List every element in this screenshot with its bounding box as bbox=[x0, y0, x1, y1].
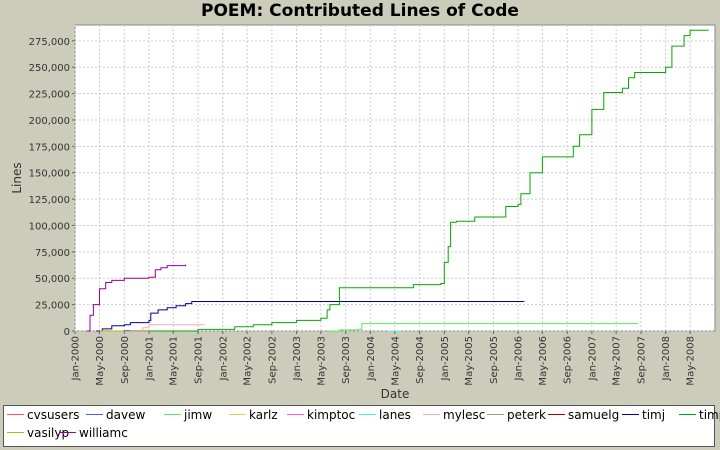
x-tick-label: May-2001 bbox=[169, 336, 180, 386]
legend: cvsusers davew jimw karlz kimptoc lanes mylesc… bbox=[3, 405, 720, 447]
legend-item-davew: davew bbox=[86, 408, 145, 422]
x-tick-label: Jan-2000 bbox=[71, 336, 82, 381]
x-tick-label: Sep-2003 bbox=[341, 336, 352, 384]
y-tick-label: 125,000 bbox=[29, 195, 70, 206]
legend-item-peterk: peterk bbox=[487, 408, 546, 422]
legend-label: vasilyp bbox=[27, 426, 70, 440]
x-axis-label: Date bbox=[381, 387, 410, 401]
x-tick-label: May-2000 bbox=[95, 336, 106, 386]
line-chart: 0 25,000 50,000 75,000 100,000 125,000 150,000… bbox=[10, 24, 716, 401]
series-line-jimw bbox=[327, 323, 639, 332]
x-tick-label: Jan-2005 bbox=[440, 336, 451, 381]
legend-label: kimptoc bbox=[307, 408, 356, 422]
y-tick-label: 50,000 bbox=[35, 274, 70, 285]
legend-item-cvsusers: cvsusers bbox=[7, 408, 79, 422]
legend-item-jimw: jimw bbox=[164, 408, 212, 422]
x-tick-label: Sep-2006 bbox=[563, 336, 574, 384]
legend-swatch bbox=[164, 414, 181, 415]
x-tick-label: May-2003 bbox=[316, 336, 327, 386]
y-axis-label: Lines bbox=[10, 162, 24, 193]
x-tick-label: Sep-2001 bbox=[194, 336, 205, 384]
y-tick-label: 275,000 bbox=[29, 37, 70, 48]
legend-item-karlz: karlz bbox=[229, 408, 278, 422]
legend-swatch bbox=[287, 414, 304, 415]
legend-label: davew bbox=[106, 408, 146, 422]
legend-label: jimw bbox=[184, 408, 213, 422]
x-tick-label: Jan-2003 bbox=[292, 336, 303, 381]
series-line-williamc bbox=[87, 264, 187, 332]
legend-swatch bbox=[359, 414, 376, 415]
y-tick-label: 0 bbox=[64, 327, 70, 338]
legend-swatch bbox=[86, 414, 103, 415]
legend-swatch bbox=[229, 414, 246, 415]
legend-item-timj: timj bbox=[622, 408, 665, 422]
x-tick-label: May-2002 bbox=[243, 336, 254, 386]
legend-label: samuelg bbox=[568, 408, 620, 422]
legend-swatch bbox=[548, 414, 565, 415]
x-tick-label: May-2008 bbox=[686, 336, 697, 386]
legend-label: cvsusers bbox=[27, 408, 80, 422]
x-tick-label: Jan-2004 bbox=[366, 336, 377, 381]
legend-label: mylesc bbox=[443, 408, 486, 422]
y-tick-label: 100,000 bbox=[29, 221, 70, 232]
x-tick-label: May-2007 bbox=[612, 336, 623, 386]
legend-item-timp: timp bbox=[679, 408, 720, 422]
x-tick-label: May-2006 bbox=[538, 336, 549, 386]
x-tick-label: May-2004 bbox=[390, 336, 401, 386]
legend-swatch bbox=[622, 414, 639, 415]
legend-label: lanes bbox=[379, 408, 411, 422]
y-tick-label: 200,000 bbox=[29, 116, 70, 127]
series-line-timp bbox=[149, 29, 709, 332]
chart-title: POEM: Contributed Lines of Code bbox=[201, 1, 519, 21]
x-tick-label: Jan-2008 bbox=[661, 336, 672, 381]
legend-swatch bbox=[423, 414, 440, 415]
y-tick-label: 175,000 bbox=[29, 142, 70, 153]
legend-label: peterk bbox=[507, 408, 546, 422]
y-tick-label: 150,000 bbox=[29, 169, 70, 180]
x-tick-label: Jan-2001 bbox=[144, 336, 155, 381]
y-tick-label: 25,000 bbox=[35, 301, 70, 312]
legend-label: karlz bbox=[249, 408, 278, 422]
legend-item-kimptoc: kimptoc bbox=[287, 408, 355, 422]
legend-item-vasilyp: vasilyp bbox=[7, 426, 69, 440]
series-line-timj bbox=[96, 301, 525, 332]
x-tick-label: Sep-2004 bbox=[415, 336, 426, 384]
legend-item-samuelg: samuelg bbox=[548, 408, 619, 422]
x-tick-label: Sep-2007 bbox=[637, 336, 648, 384]
legend-swatch bbox=[59, 432, 76, 433]
y-tick-label: 250,000 bbox=[29, 63, 70, 74]
legend-swatch bbox=[7, 414, 24, 415]
x-tick-label: Jan-2002 bbox=[218, 336, 229, 381]
x-tick-label: Sep-2000 bbox=[120, 336, 131, 384]
legend-label: williamc bbox=[79, 426, 128, 440]
x-tick-label: Jan-2007 bbox=[587, 336, 598, 381]
y-tick-label: 225,000 bbox=[29, 90, 70, 101]
x-tick-label: Jan-2006 bbox=[514, 336, 525, 381]
series-line-lanes bbox=[388, 330, 402, 332]
legend-item-mylesc: mylesc bbox=[423, 408, 485, 422]
x-tick-label: May-2005 bbox=[464, 336, 475, 386]
x-tick-label: Sep-2002 bbox=[267, 336, 278, 384]
legend-label: timj bbox=[642, 408, 666, 422]
x-tick-label: Sep-2005 bbox=[489, 336, 500, 384]
legend-label: timp bbox=[699, 408, 720, 422]
legend-item-lanes: lanes bbox=[359, 408, 411, 422]
legend-swatch bbox=[7, 432, 24, 433]
y-tick-label: 75,000 bbox=[35, 248, 70, 259]
legend-swatch bbox=[679, 414, 696, 415]
legend-swatch bbox=[487, 414, 504, 415]
legend-item-williamc: williamc bbox=[59, 426, 128, 440]
